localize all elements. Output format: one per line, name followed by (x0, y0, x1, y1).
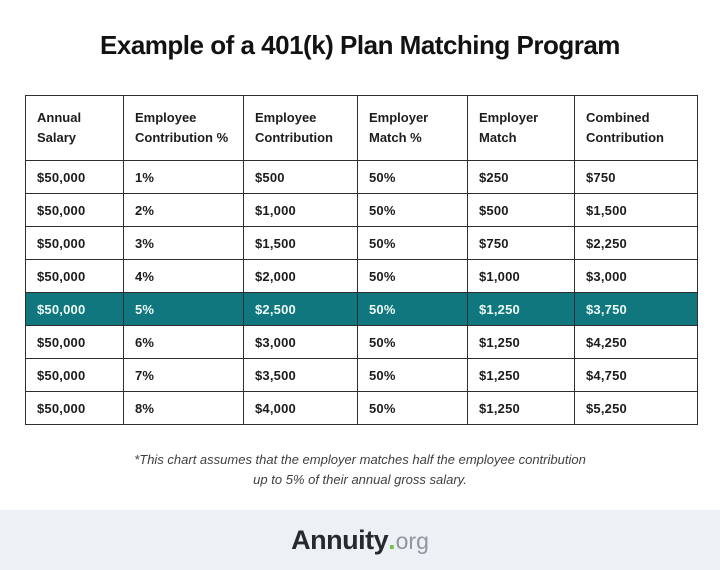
page-title: Example of a 401(k) Plan Matching Progra… (100, 30, 620, 60)
cell-employee-contribution-pct: 2% (123, 193, 244, 227)
footnote-line-2: up to 5% of their annual gross salary. (253, 472, 467, 488)
column-header-employee-contribution: Employee Contribution (243, 95, 358, 161)
logo-domain-suffix: org (395, 527, 429, 554)
cell-annual-salary: $50,000 (25, 292, 124, 326)
cell-employer-match-pct: 50% (357, 226, 468, 260)
table-row: $50,000 4% $2,000 50% $1,000 $3,000 (25, 259, 698, 293)
cell-employer-match: $1,250 (467, 391, 575, 425)
matching-program-table: Annual Salary Employee Contribution % Em… (25, 95, 698, 425)
cell-annual-salary: $50,000 (25, 358, 124, 392)
column-header-employer-match: Employer Match (467, 95, 575, 161)
cell-employee-contribution: $2,000 (243, 259, 358, 293)
cell-employee-contribution-pct: 6% (123, 325, 244, 359)
cell-combined-contribution: $3,750 (574, 292, 698, 326)
cell-annual-salary: $50,000 (25, 160, 124, 194)
cell-employee-contribution: $500 (243, 160, 358, 194)
cell-employer-match-pct: 50% (357, 358, 468, 392)
cell-annual-salary: $50,000 (25, 193, 124, 227)
cell-employer-match-pct: 50% (357, 292, 468, 326)
cell-employee-contribution-pct: 1% (123, 160, 244, 194)
cell-employer-match: $1,250 (467, 325, 575, 359)
table-row-highlighted: $50,000 5% $2,500 50% $1,250 $3,750 (25, 292, 698, 326)
cell-employer-match: $250 (467, 160, 575, 194)
cell-employer-match: $1,000 (467, 259, 575, 293)
cell-employer-match-pct: 50% (357, 160, 468, 194)
logo-dot: . (388, 524, 396, 555)
cell-combined-contribution: $2,250 (574, 226, 698, 260)
cell-employee-contribution: $4,000 (243, 391, 358, 425)
cell-combined-contribution: $5,250 (574, 391, 698, 425)
cell-employee-contribution-pct: 8% (123, 391, 244, 425)
cell-annual-salary: $50,000 (25, 259, 124, 293)
footnote-line-1: *This chart assumes that the employer ma… (134, 452, 586, 467)
cell-employee-contribution: $1,000 (243, 193, 358, 227)
column-header-employer-match-pct: Employer Match % (357, 95, 468, 161)
cell-combined-contribution: $3,000 (574, 259, 698, 293)
cell-employee-contribution-pct: 3% (123, 226, 244, 260)
annuity-org-logo: Annuity. org (291, 525, 429, 556)
table-row: $50,000 2% $1,000 50% $500 $1,500 (25, 193, 698, 227)
table-row: $50,000 8% $4,000 50% $1,250 $5,250 (25, 391, 698, 425)
cell-combined-contribution: $4,250 (574, 325, 698, 359)
cell-employee-contribution-pct: 4% (123, 259, 244, 293)
cell-annual-salary: $50,000 (25, 226, 124, 260)
cell-employer-match-pct: 50% (357, 193, 468, 227)
cell-annual-salary: $50,000 (25, 391, 124, 425)
table-row: $50,000 7% $3,500 50% $1,250 $4,750 (25, 358, 698, 392)
cell-employee-contribution: $1,500 (243, 226, 358, 260)
cell-employee-contribution: $3,500 (243, 358, 358, 392)
cell-employer-match: $1,250 (467, 358, 575, 392)
cell-combined-contribution: $1,500 (574, 193, 698, 227)
cell-employee-contribution-pct: 7% (123, 358, 244, 392)
table-header-row: Annual Salary Employee Contribution % Em… (25, 95, 698, 161)
cell-combined-contribution: $4,750 (574, 358, 698, 392)
cell-employee-contribution-pct: 5% (123, 292, 244, 326)
column-header-annual-salary: Annual Salary (25, 95, 124, 161)
cell-employee-contribution: $3,000 (243, 325, 358, 359)
footnote: *This chart assumes that the employer ma… (0, 450, 720, 490)
table-header: Annual Salary Employee Contribution % Em… (25, 95, 698, 161)
cell-employer-match-pct: 50% (357, 325, 468, 359)
footer-bar: Annuity. org (0, 510, 720, 570)
cell-employer-match-pct: 50% (357, 259, 468, 293)
logo-brand-text: Annuity (291, 524, 389, 555)
table-body: $50,000 1% $500 50% $250 $750 $50,000 2%… (25, 160, 698, 425)
cell-employer-match: $500 (467, 193, 575, 227)
table-row: $50,000 1% $500 50% $250 $750 (25, 160, 698, 194)
cell-employer-match-pct: 50% (357, 391, 468, 425)
cell-annual-salary: $50,000 (25, 325, 124, 359)
cell-employer-match: $750 (467, 226, 575, 260)
cell-combined-contribution: $750 (574, 160, 698, 194)
table-row: $50,000 3% $1,500 50% $750 $2,250 (25, 226, 698, 260)
cell-employee-contribution: $2,500 (243, 292, 358, 326)
table-row: $50,000 6% $3,000 50% $1,250 $4,250 (25, 325, 698, 359)
column-header-employee-contribution-pct: Employee Contribution % (123, 95, 244, 161)
cell-employer-match: $1,250 (467, 292, 575, 326)
column-header-combined-contribution: Combined Contribution (574, 95, 698, 161)
